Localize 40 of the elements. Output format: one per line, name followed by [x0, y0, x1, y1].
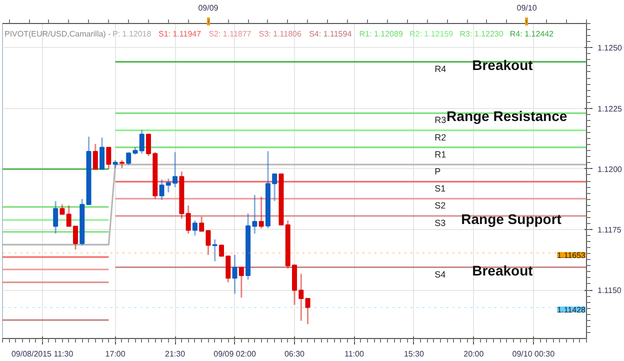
x-tick-label: 21:30 [165, 350, 186, 358]
series-label: S3 [434, 218, 446, 228]
x2-tick-label: 09/10 [516, 4, 538, 12]
y-tick-label: 1.1225 [598, 104, 623, 114]
series-label: S2 [434, 200, 446, 211]
x-tick-label: 20:00 [464, 350, 484, 358]
x-tick-label: 09/09 02:00 [214, 350, 256, 358]
annotation: P: 1.12018 [112, 30, 152, 39]
ref-line-label: 1.11428 [557, 305, 586, 314]
annotation: R1: 1.12089 [359, 30, 404, 39]
y-tick-label: 1.1175 [598, 225, 622, 234]
y-tick-label: 1.1150 [598, 286, 622, 296]
annotation: R2: 1.12159 [410, 30, 454, 39]
annotation: R4: 1.12442 [510, 30, 554, 39]
y-tick-label: 1.1250 [598, 44, 623, 53]
annotation: S2: 1.11877 [208, 30, 252, 39]
text: PIVOT(EUR/USD,Camarilla) - [4, 30, 112, 39]
y-tick-label: 1.1200 [598, 164, 623, 174]
annotation: Range Resistance [446, 108, 568, 124]
x-tick-label: 09/10 00:30 [512, 350, 556, 358]
x-tick-label: 06:30 [284, 350, 306, 358]
series-label: S1 [434, 184, 446, 194]
series-label: R2 [434, 132, 446, 142]
x-tick-label: 09/08/2015 11:30 [11, 350, 74, 358]
annotation: Range Support [461, 210, 562, 227]
series-label: R3 [434, 115, 446, 126]
annotation: S4: 1.11594 [309, 30, 352, 39]
x-tick-label: 17:00 [105, 350, 126, 358]
annotation: Breakout [472, 262, 534, 278]
x2-tick-label: 09/09 [198, 4, 219, 12]
ref-line-label: 1.11653 [557, 250, 586, 260]
series-label: S4 [434, 269, 446, 280]
x-tick-label: 11:00 [344, 350, 364, 358]
series-label: P [434, 166, 441, 177]
x-tick-label: 15:30 [404, 350, 425, 358]
series-label: R4 [434, 64, 446, 74]
annotation: S3: 1.11806 [258, 30, 302, 39]
series-label: R1 [434, 149, 446, 160]
annotation: S1: 1.11947 [158, 30, 202, 39]
annotation: R3: 1.12230 [460, 30, 504, 39]
